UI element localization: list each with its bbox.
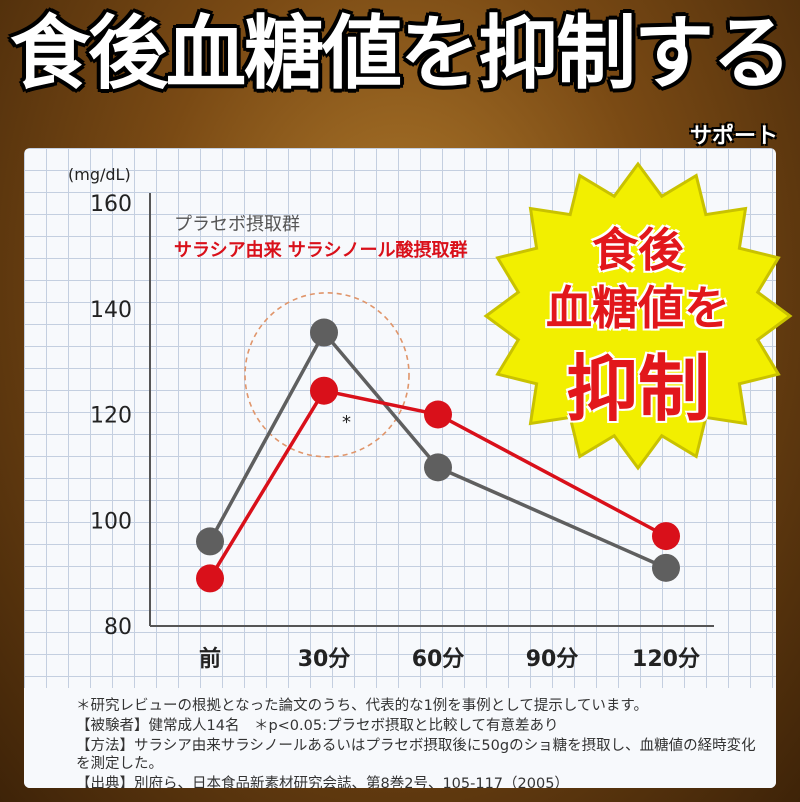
x-tick-label: 60分 xyxy=(412,647,465,672)
badge-line-1: 食後 xyxy=(592,223,684,277)
burst-badge-shape xyxy=(483,161,793,471)
footnotes: ＊研究レビューの根拠となった論文のうち、代表的な1例を事例として提示しています。… xyxy=(24,688,776,788)
data-point-series-2 xyxy=(196,564,224,593)
y-tick-label: 80 xyxy=(104,615,132,640)
legend-entry-2: サラシア由来 サラシノール酸摂取群 xyxy=(174,239,468,261)
footnote-method: 【方法】サラシア由来サラシノールあるいはプラセボ摂取後に50gのショ糖を摂取し、… xyxy=(76,738,756,754)
page-subtitle: サポート xyxy=(689,124,778,149)
y-tick-label: 120 xyxy=(90,404,132,429)
page-title: 食後血糖値を抑制する xyxy=(10,7,792,100)
line-chart: 160 140 120 100 80 (mg/dL) 前 30分 60分 90分 120分 * プラセボ… xyxy=(68,165,714,672)
data-point-series-1 xyxy=(424,453,452,482)
data-point-series-2 xyxy=(424,400,452,429)
footnote-subjects: 【被験者】健常成人14名 ＊p<0.05:プラセボ摂取と比較して有意差あり xyxy=(76,718,559,734)
data-point-series-2 xyxy=(652,522,680,551)
y-tick-label: 160 xyxy=(90,192,132,217)
significance-circle xyxy=(244,292,410,458)
footnote-method-cont: を測定した。 xyxy=(76,756,163,772)
data-point-series-1 xyxy=(652,553,680,582)
legend-entry-1: プラセボ摂取群 xyxy=(174,214,300,235)
footnote-1: ＊研究レビューの根拠となった論文のうち、代表的な1例を事例として提示しています。 xyxy=(76,698,648,714)
data-point-series-1 xyxy=(310,318,338,347)
y-axis-label: (mg/dL) xyxy=(68,165,131,184)
series-line-2 xyxy=(208,388,667,580)
footnote-source: 【出典】別府ら、日本食品新素材研究会誌、第8巻2号、105-117（2005） xyxy=(76,776,569,788)
data-point-series-2 xyxy=(310,376,338,405)
x-tick-label: 90分 xyxy=(526,647,579,672)
x-tick-label: 30分 xyxy=(298,647,351,672)
series-line-1 xyxy=(208,329,667,570)
significance-marker: * xyxy=(342,412,351,433)
x-tick-label: 前 xyxy=(199,646,221,672)
y-tick-label: 100 xyxy=(90,509,132,534)
badge-line-2: 血糖値を xyxy=(546,281,730,335)
burst-badge xyxy=(483,161,793,471)
data-point-series-1 xyxy=(196,527,224,556)
y-tick-label: 140 xyxy=(90,298,132,323)
badge-line-3: 抑制 xyxy=(565,347,710,431)
x-tick-label: 120分 xyxy=(632,647,700,672)
